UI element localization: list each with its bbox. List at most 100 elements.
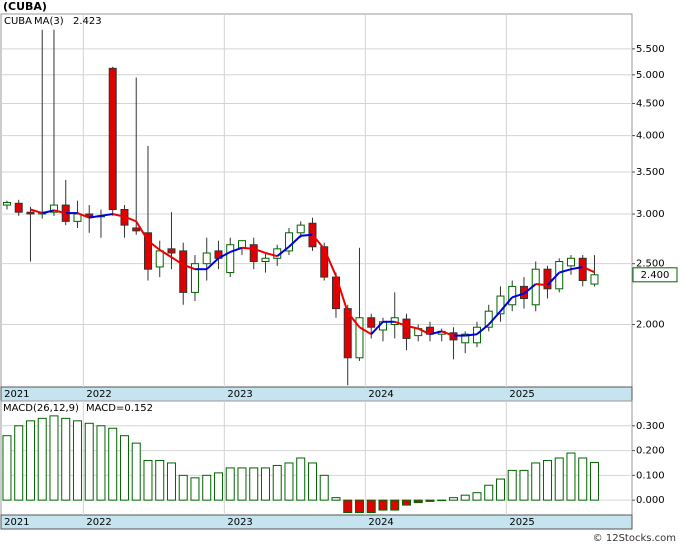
bar <box>319 474 329 501</box>
candle-body <box>132 227 141 232</box>
ma-line <box>582 266 595 274</box>
ma-line <box>546 271 560 286</box>
candle-body <box>496 295 505 315</box>
candle-body <box>320 246 329 278</box>
bar <box>237 467 247 501</box>
ma-line <box>429 330 442 336</box>
ma-line <box>77 212 90 219</box>
bar <box>472 492 482 501</box>
ma-line <box>570 265 583 271</box>
ma-line <box>218 251 231 260</box>
candle-body <box>402 318 411 339</box>
bar <box>61 417 71 501</box>
last-price-label: 2.400 <box>641 270 670 281</box>
ma-line <box>182 263 196 271</box>
ma-line <box>476 323 490 335</box>
bar <box>366 499 376 514</box>
candle-body <box>190 263 199 293</box>
bar <box>249 467 259 501</box>
y-tick-label: 5.000 <box>636 70 665 81</box>
ma-line <box>346 311 361 328</box>
ma-line <box>311 234 325 250</box>
bar <box>425 499 435 502</box>
candle-body <box>2 201 11 206</box>
bar <box>119 435 129 501</box>
candle-body <box>343 308 352 359</box>
candle-body <box>355 317 364 359</box>
bar <box>554 457 564 501</box>
x-axis-band <box>0 514 633 530</box>
candle-body <box>261 257 270 263</box>
panel-value: MACD=0.152 <box>86 403 153 414</box>
candle-body <box>590 274 599 285</box>
ma-line <box>417 327 431 336</box>
bar <box>437 499 447 502</box>
bar <box>589 461 599 501</box>
bar <box>460 494 470 501</box>
candle-body <box>284 232 293 252</box>
ma-line <box>253 247 266 254</box>
bar <box>25 420 35 501</box>
bar <box>519 469 529 501</box>
ma-line <box>276 245 290 257</box>
bar <box>166 462 176 501</box>
ma-line <box>335 275 349 313</box>
bar <box>413 499 423 504</box>
bar <box>2 435 12 501</box>
legend-value: 2.423 <box>73 16 102 27</box>
candle-body <box>367 317 376 328</box>
x-tick-label: 2024 <box>368 517 393 528</box>
bar <box>260 467 270 501</box>
ma-line <box>406 324 419 330</box>
y-tick-label: 4.000 <box>636 131 665 142</box>
chart-title: (CUBA) <box>3 0 47 13</box>
bar <box>343 499 353 514</box>
y-tick-label: 0.100 <box>636 470 665 481</box>
bar <box>390 499 400 511</box>
ma-line <box>323 248 337 277</box>
ma-line <box>89 214 102 219</box>
bar <box>96 425 106 501</box>
ma-line <box>511 292 525 299</box>
x-tick-label: 2025 <box>509 517 534 528</box>
candle-body <box>566 257 575 267</box>
candle-body <box>226 244 235 274</box>
bar <box>178 474 188 501</box>
candle-body <box>237 240 246 249</box>
ma-line <box>53 209 66 215</box>
bar <box>131 442 141 501</box>
bar <box>566 452 576 501</box>
x-tick-label: 2021 <box>4 517 29 528</box>
ma-line <box>441 330 454 337</box>
bar <box>531 462 541 501</box>
bar <box>495 478 505 501</box>
ma-line <box>135 220 149 242</box>
footer: © 12Stocks.com <box>593 533 676 544</box>
ma-line <box>170 256 184 266</box>
bar <box>202 474 212 501</box>
ma-line <box>100 213 113 217</box>
y-tick-label: 3.500 <box>636 167 665 178</box>
x-tick-label: 2022 <box>86 517 111 528</box>
bar <box>108 427 118 501</box>
bar <box>49 415 59 501</box>
bar <box>284 462 294 501</box>
y-tick-label: 2.500 <box>636 259 665 270</box>
bar <box>354 499 364 514</box>
ma-line <box>112 213 125 218</box>
ma-line <box>535 283 548 287</box>
ma-line <box>206 257 220 270</box>
y-tick-label: 5.500 <box>636 44 665 55</box>
x-tick-label: 2022 <box>86 389 111 400</box>
bar <box>225 467 235 501</box>
bar <box>143 459 153 501</box>
ma-line <box>124 215 137 223</box>
candle-body <box>461 333 470 344</box>
bar <box>484 484 494 501</box>
last-price-box <box>632 267 678 283</box>
bar <box>307 462 317 501</box>
bar <box>401 499 411 506</box>
candle-body <box>26 211 35 215</box>
y-tick-label: 0.300 <box>636 421 665 432</box>
